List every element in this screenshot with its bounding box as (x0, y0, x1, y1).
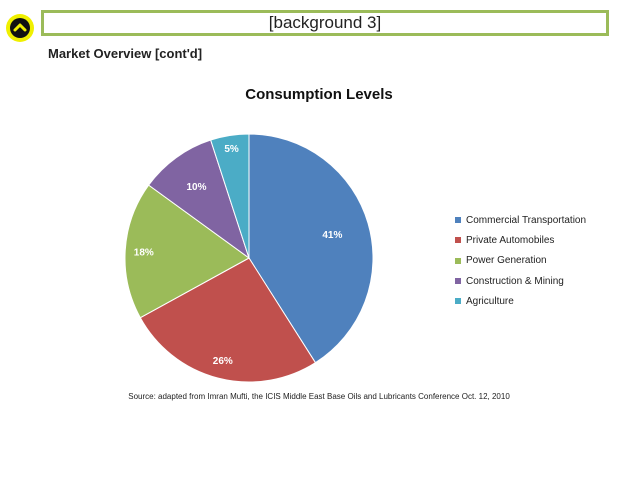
chart-legend: Commercial Transportation Private Automob… (455, 210, 586, 311)
legend-label: Power Generation (466, 255, 547, 267)
pie-slice-commercial-transportation (248, 133, 374, 364)
legend-label: Construction & Mining (466, 275, 564, 287)
slice-label: 5% (224, 144, 239, 155)
pie-slice-agriculture (210, 133, 250, 259)
pie-slice-construction-mining (147, 139, 250, 260)
nav-back-button[interactable] (6, 14, 34, 42)
chart-title: Consumption Levels (245, 86, 393, 103)
chevron-glyph (13, 23, 27, 32)
legend-swatch (455, 237, 461, 244)
legend-item: Construction & Mining (455, 271, 586, 291)
chevron-up-icon (10, 18, 30, 38)
legend-item: Private Automobiles (455, 230, 586, 250)
slide-header: [background 3] (41, 10, 609, 36)
source-note: Source: adapted from Imran Mufti, the IC… (128, 392, 510, 401)
legend-item: Power Generation (455, 251, 586, 271)
slice-label: 18% (134, 247, 154, 258)
legend-item: Agriculture (455, 291, 586, 311)
legend-swatch (455, 217, 461, 224)
legend-swatch (455, 298, 461, 305)
legend-swatch (455, 278, 461, 285)
slice-label: 41% (322, 230, 342, 241)
slice-label: 26% (213, 356, 233, 367)
legend-swatch (455, 257, 461, 264)
legend-label: Commercial Transportation (466, 214, 587, 226)
legend-label: Private Automobiles (466, 234, 555, 246)
section-subtitle: Market Overview [cont'd] (48, 46, 203, 61)
header-title: [background 3] (268, 13, 382, 32)
slice-label: 10% (187, 182, 207, 193)
legend-label: Agriculture (466, 295, 514, 307)
pie-slice-power-generation (124, 184, 250, 319)
legend-item: Commercial Transportation (455, 210, 586, 230)
pie-slice-private-automobiles (139, 257, 317, 383)
